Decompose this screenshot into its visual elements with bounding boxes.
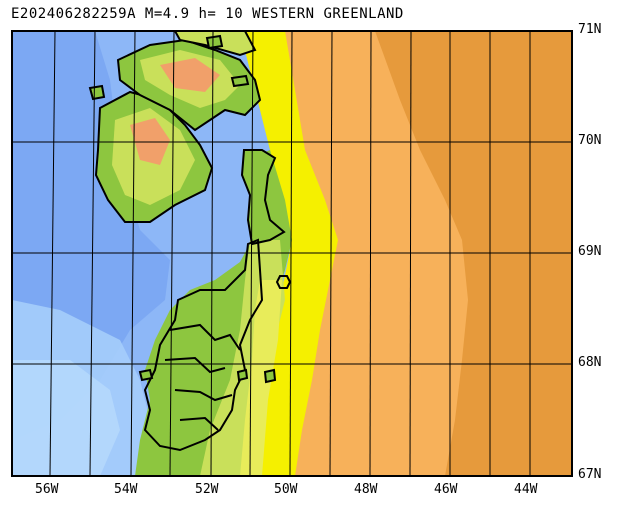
lat-label-68n: 68N bbox=[578, 355, 602, 370]
lon-label-52w: 52W bbox=[195, 482, 219, 497]
lon-label-56w: 56W bbox=[35, 482, 59, 497]
meridian-55w bbox=[89, 31, 96, 476]
small-island bbox=[138, 368, 154, 382]
map-frame bbox=[11, 30, 573, 477]
meridian-52w bbox=[210, 31, 214, 476]
lon-label-48w: 48W bbox=[354, 482, 378, 497]
meridian-47w bbox=[409, 31, 412, 476]
lat-label-70n: 70N bbox=[578, 133, 602, 148]
small-island bbox=[88, 84, 106, 101]
meridian-48w bbox=[369, 31, 372, 476]
meridian-51w bbox=[249, 31, 254, 476]
small-island bbox=[263, 368, 277, 384]
small-island bbox=[236, 368, 249, 382]
nuussuaq-peaks bbox=[160, 58, 220, 92]
lon-label-54w: 54W bbox=[114, 482, 138, 497]
map-title: E202406282259A M=4.9 h= 10 WESTERN GREEN… bbox=[11, 6, 404, 22]
graticule bbox=[12, 31, 572, 476]
lon-label-50w: 50W bbox=[274, 482, 298, 497]
lon-label-46w: 46W bbox=[434, 482, 458, 497]
meridian-49w bbox=[329, 31, 333, 476]
meridian-53w bbox=[169, 31, 175, 476]
southern-coastline bbox=[143, 238, 264, 452]
meridian-54w bbox=[130, 31, 136, 476]
shallow-ocean-band-2 bbox=[12, 360, 120, 476]
lon-label-44w: 44W bbox=[514, 482, 538, 497]
meridian-56w bbox=[49, 31, 56, 476]
small-island bbox=[230, 74, 250, 88]
fjord-outline bbox=[164, 323, 241, 431]
hexagon-epicenter-icon bbox=[275, 275, 292, 289]
meridian-50w bbox=[289, 31, 293, 476]
lat-label-69n: 69N bbox=[578, 244, 602, 259]
small-island bbox=[205, 34, 224, 50]
lat-label-67n: 67N bbox=[578, 467, 602, 482]
lat-label-71n: 71N bbox=[578, 22, 602, 37]
